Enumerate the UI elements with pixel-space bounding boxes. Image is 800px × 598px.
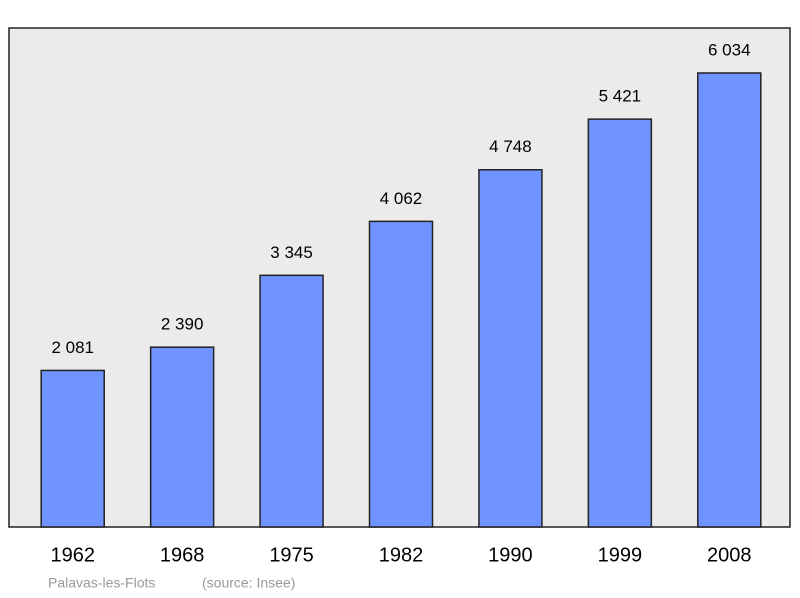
x-tick-label: 1962 bbox=[50, 544, 95, 566]
value-label: 2 081 bbox=[51, 338, 94, 357]
place-name: Palavas-les-Flots bbox=[48, 575, 155, 591]
bar bbox=[368, 220, 434, 528]
x-tick-label: 1982 bbox=[379, 544, 424, 566]
bar bbox=[149, 346, 215, 528]
value-label: 3 345 bbox=[270, 243, 313, 262]
value-label: 2 390 bbox=[161, 315, 204, 334]
bar bbox=[40, 369, 105, 528]
x-tick-label: 1999 bbox=[598, 544, 643, 566]
x-tick-label: 2008 bbox=[707, 544, 752, 566]
value-label: 4 748 bbox=[489, 137, 532, 156]
value-label: 4 062 bbox=[380, 189, 423, 208]
value-label: 5 421 bbox=[599, 87, 642, 106]
bar bbox=[259, 274, 324, 528]
bar bbox=[697, 72, 762, 528]
value-label: 6 034 bbox=[708, 40, 751, 59]
source-note: (source: Insee) bbox=[202, 575, 295, 591]
x-tick-label: 1968 bbox=[160, 544, 205, 566]
bar bbox=[587, 118, 653, 528]
x-tick-label: 1990 bbox=[488, 544, 533, 566]
x-tick-label: 1975 bbox=[269, 544, 314, 566]
bar bbox=[478, 169, 543, 528]
